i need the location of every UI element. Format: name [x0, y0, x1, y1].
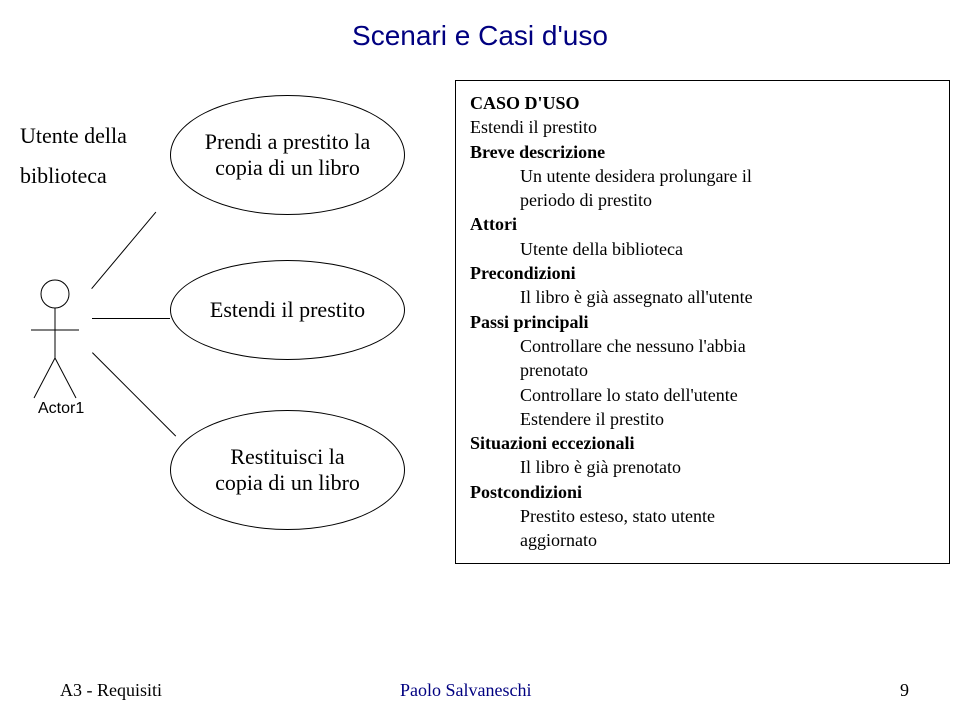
caso-section-header: Precondizioni [470, 261, 935, 285]
caso-section-line: Un utente desidera prolungare il [470, 164, 935, 188]
footer-page-number: 9 [900, 680, 909, 701]
usecase-text: copia di un libro [205, 155, 371, 181]
caso-section-line: Controllare che nessuno l'abbia [470, 334, 935, 358]
caso-section-line: Estendere il prestito [470, 407, 935, 431]
page-title: Scenari e Casi d'uso [0, 20, 960, 52]
caso-section-line: Controllare lo stato dell'utente [470, 383, 935, 407]
caso-section-line: aggiornato [470, 528, 935, 552]
caso-title-value: Estendi il prestito [470, 115, 935, 139]
usecase-estendi: Estendi il prestito [170, 260, 405, 360]
caso-section-header: Situazioni eccezionali [470, 431, 935, 455]
usecase-text: Prendi a prestito la [205, 129, 371, 155]
usecase-text: Restituisci la [215, 444, 360, 470]
caso-section-line: Il libro è già assegnato all'utente [470, 285, 935, 309]
caso-section-header: Breve descrizione [470, 140, 935, 164]
actor-label-line2: biblioteca [20, 163, 107, 189]
connector-2 [92, 318, 170, 320]
caso-section-line: Prestito esteso, stato utente [470, 504, 935, 528]
footer-left: A3 - Requisiti [60, 680, 162, 701]
usecase-text: Estendi il prestito [210, 297, 365, 323]
caso-section-header: Postcondizioni [470, 480, 935, 504]
caso-section-line: periodo di prestito [470, 188, 935, 212]
connector-1 [91, 212, 157, 290]
usecase-text: copia di un libro [215, 470, 360, 496]
actor-name: Actor1 [38, 400, 84, 418]
caso-section-line: Il libro è già prenotato [470, 455, 935, 479]
usecase-restituisci: Restituisci la copia di un libro [170, 410, 405, 530]
caso-title-label: CASO D'USO [470, 93, 580, 113]
caso-d-uso-box: CASO D'USO Estendi il prestito Breve des… [455, 80, 950, 564]
caso-section-header: Attori [470, 212, 935, 236]
footer-center: Paolo Salvaneschi [400, 680, 531, 701]
usecase-prendi: Prendi a prestito la copia di un libro [170, 95, 405, 215]
caso-section-line: prenotato [470, 358, 935, 382]
caso-section-line: Utente della biblioteca [470, 237, 935, 261]
actor-stick-icon [0, 260, 115, 420]
caso-section-header: Passi principali [470, 310, 935, 334]
actor-label-line1: Utente della [20, 123, 127, 149]
